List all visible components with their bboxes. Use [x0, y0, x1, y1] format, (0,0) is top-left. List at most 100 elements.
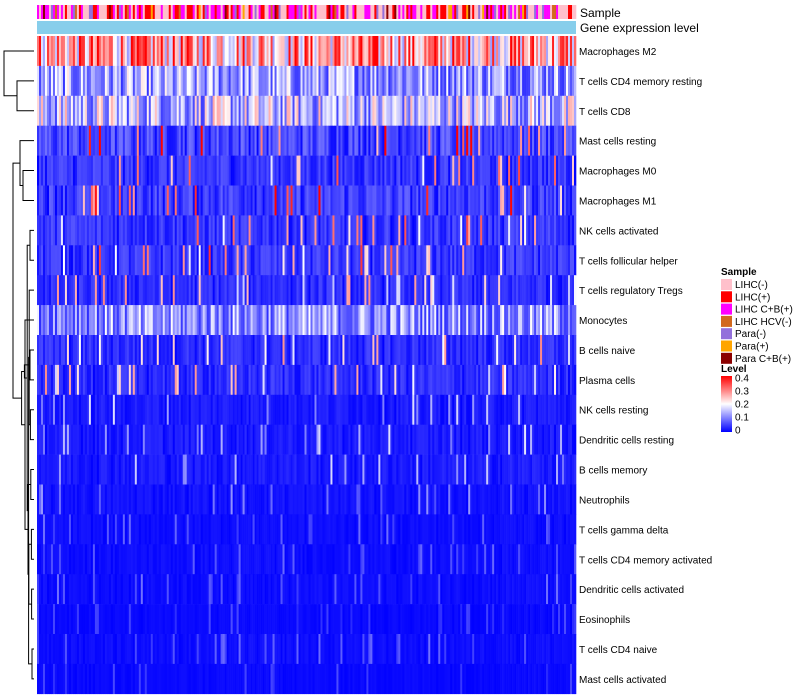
heatmap-cell: [358, 364, 361, 396]
heatmap-cell: [568, 305, 571, 336]
heatmap-cell: [320, 364, 323, 396]
heatmap-cell: [514, 95, 517, 126]
heatmap-cell: [438, 424, 441, 455]
heatmap-cell: [124, 394, 128, 425]
heatmap-cell: [298, 275, 301, 306]
heatmap-cell: [404, 36, 407, 67]
heatmap-cell: [452, 245, 455, 276]
heatmap-cell: [566, 484, 569, 515]
heatmap-cell: [206, 155, 209, 186]
heatmap-cell: [160, 36, 164, 67]
heatmap-cell: [538, 65, 541, 97]
heatmap-cell: [196, 484, 199, 515]
sample-cell: [68, 5, 72, 19]
heatmap-cell: [414, 36, 417, 67]
heatmap-cell: [444, 335, 447, 366]
heatmap-cell: [226, 335, 229, 366]
sample-cell: [506, 5, 509, 19]
heatmap-cell: [374, 215, 377, 246]
heatmap-cell: [178, 36, 182, 67]
heatmap-cell: [514, 155, 517, 186]
heatmap-cell: [532, 95, 535, 126]
heatmap-cell: [398, 215, 401, 246]
heatmap-cell: [156, 125, 160, 156]
sample-cell: [282, 5, 285, 19]
heatmap-cell: [326, 484, 329, 515]
heatmap-cell: [162, 424, 166, 455]
heatmap-cell: [502, 275, 505, 306]
heatmap-cell: [136, 65, 140, 97]
heatmap-cell: [368, 514, 371, 545]
heatmap-cell: [528, 305, 531, 336]
heatmap-cell: [508, 424, 511, 455]
heatmap-cell: [68, 454, 72, 485]
heatmap-cell: [432, 125, 435, 156]
heatmap-cell: [362, 125, 365, 156]
heatmap-cell: [334, 335, 337, 366]
heatmap-cell: [496, 95, 499, 126]
heatmap-cell: [318, 484, 321, 515]
heatmap-cell: [176, 484, 180, 515]
heatmap-cell: [198, 305, 201, 336]
heatmap-cell: [542, 245, 545, 276]
heatmap-cell: [504, 125, 507, 156]
heatmap-cell: [44, 394, 48, 425]
heatmap-cell: [358, 215, 361, 246]
heatmap-cell: [528, 215, 531, 246]
heatmap-cell: [252, 245, 255, 276]
heatmap-cell: [278, 275, 281, 306]
heatmap-cell: [454, 335, 457, 366]
heatmap-cell: [176, 394, 180, 425]
heatmap-cell: [184, 275, 188, 306]
heatmap-cell: [484, 484, 487, 515]
heatmap-cell: [238, 125, 241, 156]
heatmap-cell: [424, 125, 427, 156]
heatmap-cell: [304, 335, 307, 366]
heatmap-cell: [60, 484, 64, 515]
heatmap-cell: [352, 454, 355, 485]
sample-cell: [298, 5, 301, 19]
heatmap-cell: [362, 245, 365, 276]
heatmap-cell: [74, 275, 78, 306]
heatmap-cell: [116, 125, 120, 156]
heatmap-cell: [72, 424, 76, 455]
heatmap-cell: [150, 36, 154, 67]
heatmap-cell: [98, 215, 102, 246]
heatmap-cell: [216, 305, 219, 336]
heatmap-cell: [458, 514, 461, 545]
heatmap-cell: [540, 155, 543, 186]
heatmap-cell: [146, 65, 150, 97]
heatmap-cell: [412, 394, 415, 425]
heatmap-cell: [436, 185, 439, 216]
heatmap-cell: [364, 484, 367, 515]
heatmap-cell: [314, 95, 317, 126]
heatmap-cell: [542, 514, 545, 545]
heatmap-cell: [524, 484, 527, 515]
sample-cell: [370, 5, 373, 19]
heatmap-cell: [464, 36, 467, 67]
heatmap-cell: [340, 335, 343, 366]
heatmap-cell: [288, 275, 291, 306]
heatmap-cell: [476, 185, 479, 216]
heatmap-cell: [88, 65, 92, 97]
heatmap-cell: [352, 424, 355, 455]
heatmap-cell: [270, 125, 273, 156]
heatmap-cell: [378, 305, 381, 336]
heatmap-cell: [252, 305, 255, 336]
sample-cell: [552, 5, 555, 19]
heatmap-cell: [92, 514, 96, 545]
heatmap-cell: [72, 125, 76, 156]
heatmap-cell: [110, 125, 114, 156]
heatmap-cell: [502, 215, 505, 246]
heatmap-cell: [56, 65, 60, 97]
sample-cell: [308, 5, 311, 19]
sample-cell: [256, 5, 259, 19]
heatmap-cell: [234, 484, 237, 515]
heatmap-cell: [188, 215, 192, 246]
heatmap-cell: [162, 364, 166, 396]
heatmap-cell: [232, 185, 235, 216]
heatmap-cell: [420, 364, 423, 396]
heatmap-cell: [384, 185, 387, 216]
heatmap-cell: [112, 544, 116, 575]
heatmap-cell: [472, 305, 475, 336]
